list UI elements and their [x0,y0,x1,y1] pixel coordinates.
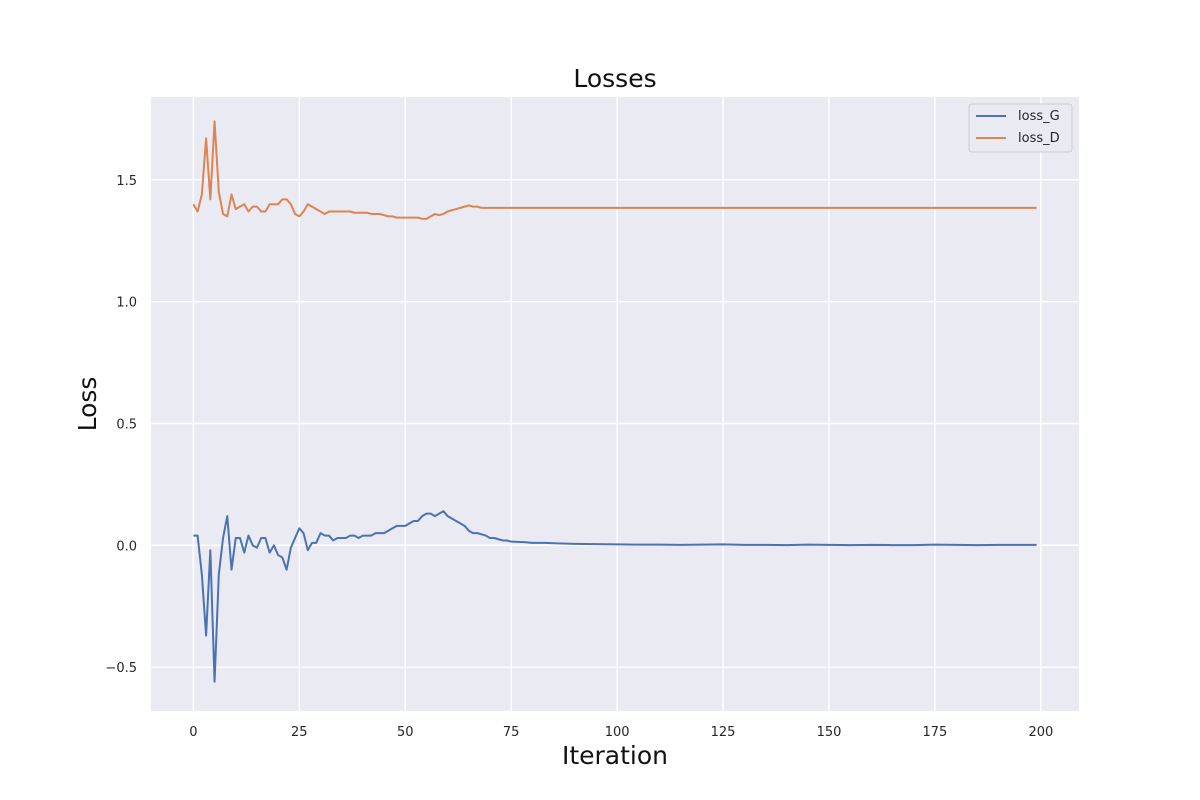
y-tick-label: 0.5 [116,417,137,432]
x-tick-label: 125 [711,725,736,740]
series-group [192,120,1037,683]
plot-background [151,97,1079,711]
grid-x [192,97,1042,711]
legend: loss_G loss_D [968,103,1073,153]
x-tick-label: 25 [291,725,308,740]
x-axis-title: Iteration [562,741,668,770]
x-tick-label: 200 [1028,725,1053,740]
y-tick-label: 1.0 [116,296,137,311]
x-tick-label: 50 [397,725,414,740]
y-axis-title: Loss [73,377,102,432]
y-tick-label: −0.5 [105,661,137,676]
y-tick-labels: −0.5 0.0 0.5 1.0 1.5 [105,174,137,676]
x-tick-label: 150 [817,725,842,740]
legend-label-loss-d: loss_D [1018,131,1060,146]
series-line-loss-d [192,120,1037,220]
x-tick-label: 175 [923,725,948,740]
legend-label-loss-g: loss_G [1018,109,1060,124]
series-line-loss-g [193,510,1037,683]
chart-title: Losses [573,64,656,93]
x-tick-label: 75 [503,725,520,740]
x-tick-label: 0 [189,725,197,740]
x-tick-label: 100 [605,725,630,740]
x-tick-labels: 0 25 50 75 100 125 150 175 200 [189,725,1053,740]
y-tick-label: 0.0 [116,539,137,554]
y-tick-label: 1.5 [116,174,137,189]
